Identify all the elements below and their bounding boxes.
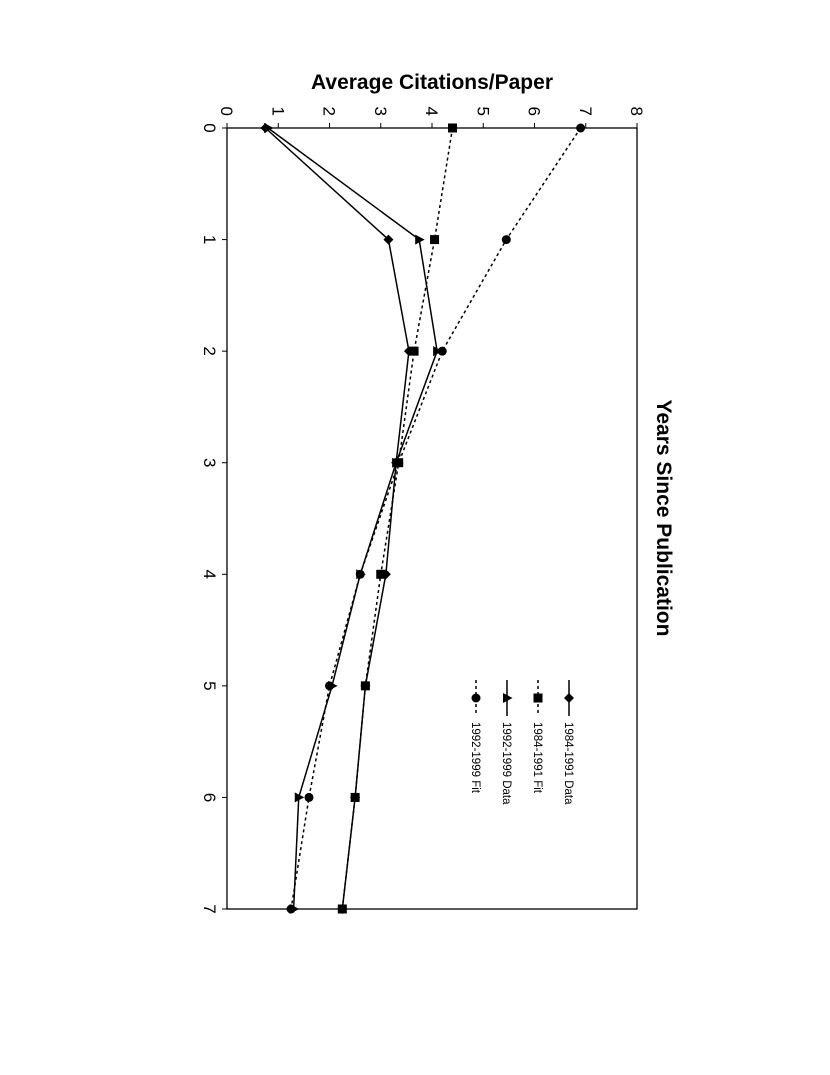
series-1 <box>260 123 414 914</box>
x-tick-label: 4 <box>200 570 219 579</box>
series-line <box>267 127 438 910</box>
legend-item: 1992-1999 Data <box>500 680 513 805</box>
series-2 <box>337 123 457 914</box>
legend-label: 1992-1999 Fit <box>469 722 481 794</box>
data-point <box>383 234 394 245</box>
x-tick-label: 5 <box>200 681 219 690</box>
data-point <box>437 346 447 356</box>
data-point <box>304 792 314 802</box>
y-tick-label: 0 <box>217 107 236 116</box>
series-line <box>341 127 454 910</box>
x-tick-label: 6 <box>200 793 219 802</box>
data-point <box>415 234 425 245</box>
x-tick-label: 2 <box>200 346 219 355</box>
x-tick-label: 0 <box>200 123 219 132</box>
data-point <box>448 123 457 133</box>
y-tick-label: 5 <box>473 107 492 116</box>
legend: 1984-1991 Data 1984-1991 Fit 1992-1999 Dat… <box>469 680 574 805</box>
legend-marker <box>471 693 481 703</box>
legend-label: 1992-1999 Data <box>500 722 512 805</box>
data-point <box>325 681 334 691</box>
data-point <box>376 569 386 579</box>
legend-label: 1984-1991 Data <box>562 722 574 805</box>
y-tick-label: 4 <box>422 107 441 116</box>
y-tick-label: 2 <box>320 107 339 116</box>
legend-marker <box>564 693 574 703</box>
series-line <box>290 127 582 910</box>
x-tick-label: 1 <box>200 235 219 244</box>
legend-item: 1992-1999 Fit <box>469 680 481 794</box>
y-tick-label: 3 <box>371 107 390 116</box>
y-tick-label: 7 <box>576 107 595 116</box>
legend-marker <box>533 693 543 703</box>
data-point <box>360 681 370 691</box>
data-point <box>576 123 586 133</box>
data-point <box>294 792 305 803</box>
legend-marker <box>503 693 513 703</box>
data-point <box>394 458 404 468</box>
y-tick-label: 1 <box>268 107 287 116</box>
data-point <box>409 346 419 356</box>
y-tick-label: 8 <box>627 107 646 116</box>
data-point <box>355 569 365 579</box>
legend-item: 1984-1991 Data <box>562 680 574 805</box>
data-point <box>501 235 511 245</box>
legend-item: 1984-1991 Fit <box>531 680 543 794</box>
plot-area-frame <box>226 127 638 910</box>
data-point <box>286 904 296 914</box>
data-point <box>264 123 274 133</box>
x-tick-label: 7 <box>200 904 219 913</box>
data-point <box>430 235 440 245</box>
data-point <box>337 904 347 914</box>
data-point <box>350 792 360 802</box>
x-tick-label: 3 <box>200 458 219 467</box>
y-axis-title: Average Citations/Paper <box>311 71 553 94</box>
y-tick-label: 6 <box>525 107 544 116</box>
series-line <box>264 127 410 910</box>
x-axis-title: Years Since Publication <box>652 400 675 637</box>
legend-label: 1984-1991 Fit <box>531 722 543 794</box>
series-4 <box>286 123 586 914</box>
